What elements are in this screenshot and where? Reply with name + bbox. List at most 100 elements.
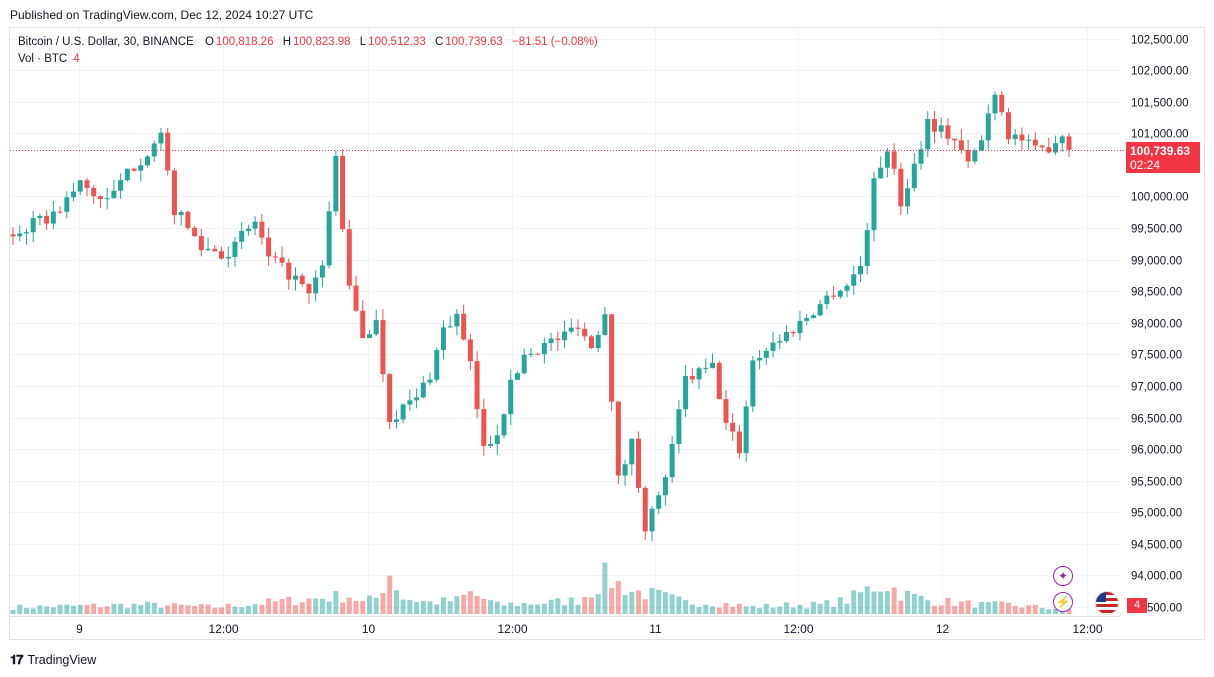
candle-body: [131, 168, 137, 171]
candle-body: [642, 487, 648, 532]
volume-bar: [555, 598, 561, 614]
volume-bar: [770, 607, 776, 614]
published-header: Published on TradingView.com, Dec 12, 20…: [10, 8, 314, 22]
y-tick-label: 94,000.00: [1131, 571, 1182, 583]
x-tick-label: 10: [362, 622, 376, 636]
candle-body: [609, 314, 615, 402]
symbol-label[interactable]: Bitcoin / U.S. Dollar, 30, BINANCE: [18, 36, 194, 48]
candle-body: [393, 419, 399, 423]
change-value: −81.51 (−0.08%): [512, 36, 598, 48]
candle-body: [662, 477, 668, 496]
us-flag-icon[interactable]: [1095, 591, 1119, 615]
candle-body: [952, 138, 958, 141]
volume-bar: [501, 605, 507, 614]
volume-bar: [831, 606, 837, 614]
candle-body: [319, 265, 325, 278]
candle-body: [770, 342, 776, 351]
volume-bar: [871, 591, 877, 614]
candle-body: [353, 285, 359, 311]
candle-body: [602, 314, 608, 335]
candle-body: [299, 275, 305, 285]
candle-body: [313, 277, 319, 294]
volume-bar: [824, 600, 830, 614]
volume-bar: [817, 603, 823, 614]
candle-body: [514, 373, 520, 380]
candle-body: [1032, 139, 1038, 146]
open-key: O: [204, 36, 214, 48]
candle-body: [481, 409, 487, 446]
candle-body: [878, 167, 884, 179]
candle-body: [37, 215, 43, 218]
volume-bar: [420, 601, 426, 614]
x-tick-label: 12:00: [783, 622, 813, 636]
candle-body: [1005, 112, 1011, 140]
x-tick-label: 12: [936, 622, 950, 636]
candle-body: [588, 336, 594, 349]
volume-bar: [918, 595, 924, 614]
volume-bar: [306, 598, 312, 614]
volume-bar: [252, 604, 258, 614]
volume-bar: [131, 603, 137, 614]
candle-body: [225, 256, 231, 259]
candle-body: [716, 362, 722, 400]
volume-bar: [521, 602, 527, 614]
candle-body: [138, 165, 144, 171]
volume-bar: [965, 600, 971, 614]
candle-body: [185, 211, 191, 228]
volume-bar: [844, 603, 850, 614]
x-tick-label: 12:00: [1072, 622, 1102, 636]
volume-bar: [292, 605, 298, 614]
candle-body: [366, 334, 372, 339]
candle-body: [461, 313, 467, 340]
volume-bar: [440, 597, 446, 614]
volume-bar: [326, 601, 332, 614]
candle-body: [992, 94, 998, 114]
candle-body: [857, 266, 863, 275]
candle-body: [272, 256, 278, 258]
y-tick-label: 96,000.00: [1131, 445, 1182, 457]
volume-bar: [467, 591, 473, 614]
high-value: 100,823.98: [293, 36, 351, 48]
volume-legend: Vol · BTC 4: [18, 53, 80, 65]
candle-body: [151, 143, 157, 157]
volume-bar: [245, 605, 251, 614]
volume-bar: [857, 592, 863, 614]
candle-body: [373, 320, 379, 335]
y-tick-label: 95,500.00: [1131, 477, 1182, 489]
volume-legend-value: 4: [73, 53, 80, 65]
open-value: 100,818.26: [215, 36, 274, 48]
volume-legend-label[interactable]: Vol · BTC: [18, 53, 68, 65]
sparkle-icon[interactable]: ✦: [1053, 566, 1073, 586]
volume-bar: [37, 605, 43, 614]
candle-body: [784, 331, 790, 342]
candle-body: [568, 327, 574, 332]
volume-bar: [905, 590, 911, 614]
volume-bar: [710, 606, 716, 614]
candle-body: [91, 187, 97, 197]
volume-bar: [1046, 609, 1052, 614]
candle-body: [750, 360, 756, 407]
chart-frame[interactable]: [9, 27, 1205, 640]
candle-body: [279, 257, 285, 263]
candle-body: [17, 233, 23, 237]
candle-body: [1039, 145, 1045, 148]
volume-bar: [313, 598, 319, 614]
volume-bar: [743, 606, 749, 614]
lightning-icon[interactable]: ⚡: [1053, 592, 1073, 612]
volume-bar: [898, 600, 904, 614]
volume-bar: [945, 597, 951, 614]
volume-bar: [111, 603, 117, 614]
candle-body: [292, 275, 298, 280]
candle-body: [528, 353, 534, 355]
volume-bar: [689, 604, 695, 614]
volume-bar: [30, 608, 36, 614]
candle-body: [245, 228, 251, 232]
volume-bar: [1053, 608, 1059, 614]
volume-bar: [138, 605, 144, 614]
candle-body: [346, 229, 352, 286]
volume-bar: [615, 580, 621, 614]
candle-body: [77, 180, 83, 192]
volume-bar: [23, 608, 29, 614]
volume-bar: [447, 601, 453, 614]
